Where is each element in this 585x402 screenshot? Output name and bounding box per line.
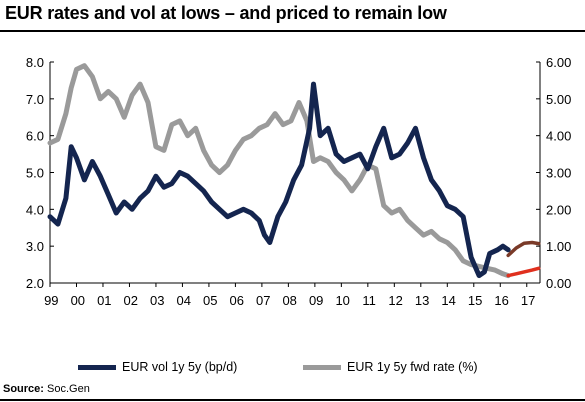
y-right-tick-label: 1.00 [546,239,571,254]
x-tick-label: 11 [362,293,376,308]
x-tick-label: 00 [71,293,85,308]
y-left-tick-label: 4.0 [26,202,44,217]
x-tick-label: 08 [282,293,296,308]
x-tick-label: 01 [97,293,111,308]
y-right-tick-label: 2.00 [546,202,571,217]
legend-item-fwd: EUR 1y 5y fwd rate (%) [303,360,478,374]
chart-area: 2.0 3.0 4.0 5.0 6.0 7.0 8.0 0.00 1.00 2.00 3.00 4.0… [26,55,571,308]
x-tick-label: 09 [309,293,323,308]
x-tick-label: 04 [177,293,191,308]
legend-label-vol: EUR vol 1y 5y (bp/d) [122,360,238,374]
forward-line-right [506,266,541,278]
series-line-1 [47,63,511,279]
title-rule [0,30,585,32]
x-tick-label: 06 [229,293,243,308]
legend-item-vol: EUR vol 1y 5y (bp/d) [78,360,237,374]
legend-label-fwd: EUR 1y 5y fwd rate (%) [347,360,478,374]
y-right-tick-label: 5.00 [546,92,571,107]
y-left-tick-label: 5.0 [26,166,44,181]
y-left-tick-label: 3.0 [26,239,44,254]
y-left-tick-label: 7.0 [26,92,44,107]
chart-lines [47,63,541,279]
x-tick-label: 16 [494,293,508,308]
y-left-tick-label: 6.0 [26,129,44,144]
y-right-tick-label: 3.00 [546,166,571,181]
y-right-tick-label: 4.00 [546,129,571,144]
x-tick-label: 13 [415,293,429,308]
source-text: Soc.Gen [47,383,90,395]
legend-swatch-fwd [303,365,341,371]
x-tick-label: 02 [124,293,138,308]
x-tick-label: 17 [521,293,535,308]
chart-title: EUR rates and vol at lows – and priced t… [5,3,447,23]
series-line-0 [47,81,511,279]
x-tick-label: 07 [256,293,270,308]
legend-swatch-vol [78,365,116,371]
y-left-tick-label: 2.0 [26,276,44,291]
forward-line-left [506,240,541,258]
source-label: Source: [3,383,44,395]
x-tick-label: 10 [335,293,349,308]
x-tick-label: 99 [44,293,58,308]
chart-axes [49,61,541,287]
x-tick-label: 12 [388,293,402,308]
y-right-tick-label: 0.00 [546,276,571,291]
bottom-rule [0,399,585,401]
x-tick-label: 05 [203,293,217,308]
x-tick-label: 03 [150,293,164,308]
source-note: Source: Soc.Gen [3,383,90,395]
x-tick-label: 15 [468,293,482,308]
x-tick-label: 14 [441,293,455,308]
y-left-tick-label: 8.0 [26,55,44,70]
chart-tick-labels: 2.0 3.0 4.0 5.0 6.0 7.0 8.0 0.00 1.00 2.00 3.00 4.0… [26,55,571,308]
y-right-tick-label: 6.00 [546,55,571,70]
